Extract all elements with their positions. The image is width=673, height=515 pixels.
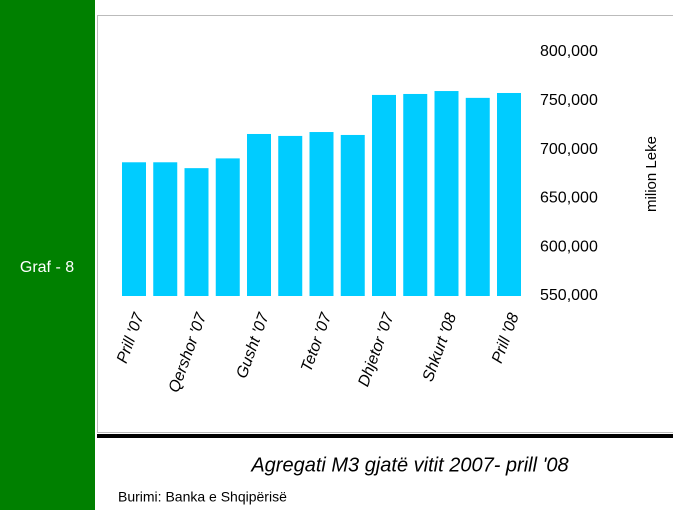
y-tick-label: 650,000 bbox=[540, 190, 598, 207]
y-tick-label: 800,000 bbox=[540, 43, 598, 60]
bar bbox=[435, 91, 459, 296]
y-tick-label: 750,000 bbox=[540, 92, 598, 109]
bar bbox=[403, 94, 427, 296]
y-tick-label: 700,000 bbox=[540, 141, 598, 158]
bar bbox=[278, 136, 302, 296]
bar bbox=[216, 158, 240, 296]
bar bbox=[341, 135, 365, 296]
chart-title: Agregati M3 gjatë vitit 2007- prill '08 bbox=[250, 454, 568, 476]
separator bbox=[97, 434, 673, 438]
bar bbox=[497, 93, 521, 296]
bar bbox=[310, 132, 334, 296]
y-tick-label: 550,000 bbox=[540, 287, 598, 304]
y-tick-label: 600,000 bbox=[540, 238, 598, 255]
bar bbox=[466, 98, 490, 296]
source: Burimi: Banka e Shqipërisë bbox=[118, 489, 287, 505]
bar bbox=[153, 162, 177, 296]
y-axis-label: milion Leke bbox=[643, 136, 660, 212]
bar bbox=[247, 134, 271, 296]
bar bbox=[185, 168, 209, 296]
side-band bbox=[0, 0, 95, 510]
bar bbox=[122, 162, 146, 296]
bar bbox=[372, 95, 396, 296]
side-label: Graf - 8 bbox=[20, 259, 74, 276]
